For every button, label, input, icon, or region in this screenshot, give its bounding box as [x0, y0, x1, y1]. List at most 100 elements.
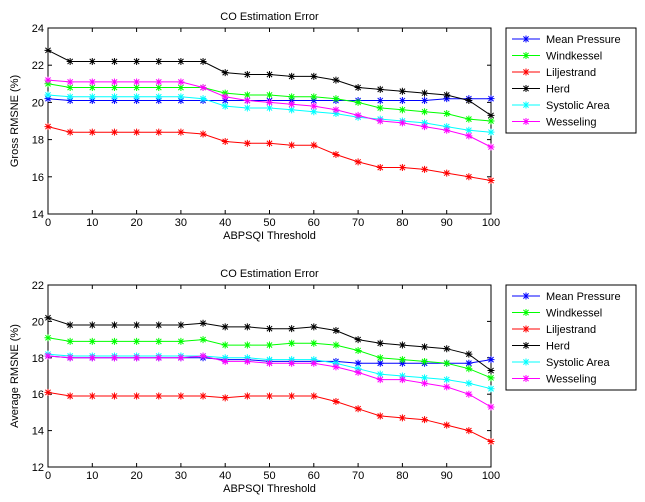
data-point [177, 93, 185, 101]
data-point [243, 323, 251, 331]
data-point [133, 321, 141, 329]
data-point [66, 392, 74, 400]
data-point [487, 403, 495, 411]
data-point [332, 150, 340, 158]
data-point [221, 97, 229, 105]
data-point [487, 117, 495, 125]
data-point [221, 69, 229, 77]
data-point [398, 372, 406, 380]
data-point [310, 339, 318, 347]
data-point [133, 93, 141, 101]
data-point [44, 80, 52, 88]
data-point [221, 357, 229, 365]
data-point [443, 95, 451, 103]
y-tick-label: 14 [32, 426, 44, 438]
data-point [155, 337, 163, 345]
data-point [243, 139, 251, 147]
data-point [288, 106, 296, 114]
x-tick-label: 50 [263, 470, 275, 482]
data-point [110, 392, 118, 400]
legend-marker [522, 342, 530, 349]
data-point [487, 128, 495, 136]
legend-marker [522, 309, 530, 316]
data-point [110, 128, 118, 136]
legend-label: Liljestrand [546, 324, 596, 336]
data-point [376, 104, 384, 112]
data-point [266, 392, 273, 400]
legend-entry: Liljestrand [512, 324, 596, 336]
x-axis-label: ABPSQI Threshold [223, 230, 316, 242]
data-point [354, 359, 362, 367]
data-point [110, 84, 118, 92]
data-point [421, 374, 429, 382]
data-point [465, 126, 473, 134]
data-point [443, 359, 451, 367]
data-point [487, 356, 495, 364]
series-liljestrand [44, 123, 495, 185]
data-point [199, 57, 207, 65]
data-point [354, 405, 362, 413]
data-point [288, 93, 296, 101]
data-point [155, 128, 163, 136]
data-point [266, 98, 273, 106]
data-point [66, 337, 74, 345]
legend: Mean Pressure Windkessel Liljestrand Herd Sy… [505, 27, 637, 134]
data-point [443, 126, 451, 134]
legend-entry: Mean Pressure [512, 34, 621, 46]
data-point [266, 341, 273, 349]
data-point [310, 356, 318, 364]
x-tick-label: 90 [441, 217, 453, 229]
data-point [44, 95, 52, 103]
data-point [376, 117, 384, 125]
series-windkessel [44, 80, 495, 125]
legend-entry: Systolic Area [512, 100, 610, 112]
data-point [376, 339, 384, 347]
legend-entry: Herd [512, 84, 570, 96]
series-herd [44, 46, 495, 119]
x-tick-label: 60 [308, 470, 320, 482]
data-point [155, 97, 163, 105]
data-point [199, 336, 207, 344]
chart-panel-1: CO Estimation Error 0 10 20 30 40 50 60 70 80 90 10… [9, 11, 637, 242]
data-point [110, 97, 118, 105]
data-point [332, 359, 340, 367]
legend-marker [522, 52, 530, 59]
data-point [155, 84, 163, 92]
x-tick-label: 100 [482, 470, 500, 482]
data-point [44, 76, 52, 84]
data-point [177, 337, 185, 345]
data-point [88, 392, 96, 400]
data-point [199, 352, 207, 360]
data-point [354, 347, 362, 355]
data-point [443, 169, 451, 177]
data-point [354, 158, 362, 166]
data-point [288, 72, 296, 80]
data-point [133, 337, 141, 345]
x-tick-label: 10 [86, 470, 98, 482]
y-tick-label: 22 [32, 280, 44, 292]
data-point [44, 46, 52, 54]
data-point [177, 78, 185, 86]
data-point [421, 379, 429, 387]
legend-label: Mean Pressure [546, 291, 621, 303]
data-point [487, 374, 495, 382]
data-point [421, 343, 429, 351]
data-point [332, 76, 340, 84]
legend-label: Wesseling [546, 117, 597, 129]
y-tick-label: 14 [32, 209, 44, 221]
data-point [66, 57, 74, 65]
data-point [243, 71, 251, 78]
y-axis-label: Gross RMSNE (%) [9, 75, 21, 167]
data-point [133, 354, 141, 362]
data-point [398, 164, 406, 171]
x-tick-label: 20 [130, 217, 142, 229]
data-point [243, 392, 251, 400]
legend-label: Herd [546, 341, 570, 353]
data-point [221, 137, 229, 145]
data-point [354, 111, 362, 119]
data-point [487, 111, 495, 119]
data-point [332, 106, 340, 114]
data-point [88, 97, 96, 105]
data-point [288, 392, 296, 400]
data-point [88, 57, 96, 65]
